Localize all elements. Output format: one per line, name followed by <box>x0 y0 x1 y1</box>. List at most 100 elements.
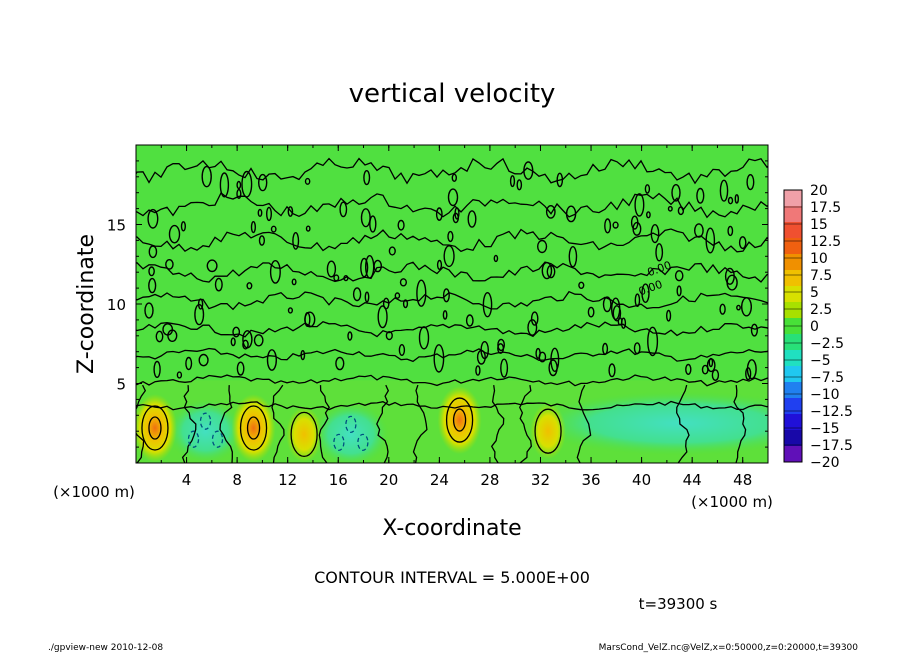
contour-cell <box>397 219 405 231</box>
contour-cell <box>266 206 273 222</box>
contour-cell <box>630 215 639 230</box>
x-tick-label: 24 <box>430 471 449 489</box>
colorbar-tick-label: −12.5 <box>810 404 853 420</box>
contour-cell <box>655 243 664 262</box>
colorbar-tick-label: 20 <box>810 183 828 199</box>
contour-cell <box>475 365 481 376</box>
contour-cell <box>364 291 370 303</box>
contour-cell <box>750 323 759 337</box>
contour-cell <box>201 165 212 188</box>
footer-right: MarsCond_VelZ.nc@VelZ,x=0:50000,z=0:2000… <box>599 643 859 653</box>
contour-cell <box>230 337 236 347</box>
contour-cell <box>442 288 450 303</box>
colorbar-tick-label: −7.5 <box>810 370 844 386</box>
contour-cell <box>343 275 349 282</box>
negative-contour <box>357 433 369 452</box>
contour-line <box>733 385 747 463</box>
contour-cell <box>509 175 516 188</box>
contour-cell <box>433 344 445 373</box>
contour-line <box>136 290 768 311</box>
contour-cell <box>352 287 362 302</box>
contour-cell <box>232 326 241 338</box>
contour-cell <box>674 270 684 282</box>
contour-cell <box>385 331 393 341</box>
x-tick-label: 36 <box>581 471 600 489</box>
contour-cell <box>394 292 401 299</box>
contour-cell <box>335 356 345 371</box>
negative-contour <box>187 430 200 448</box>
contour-cell <box>467 210 477 228</box>
colorbar-swatch <box>784 302 802 319</box>
core-contour <box>290 411 318 458</box>
contour-cell <box>148 266 155 277</box>
contour-cell <box>266 349 278 371</box>
updraft-core <box>231 394 276 463</box>
contour-cell <box>493 254 499 263</box>
x-tick-label: 8 <box>232 471 242 489</box>
contour-cell <box>587 306 595 318</box>
contour-cell <box>719 303 726 315</box>
negative-contour <box>345 415 357 434</box>
contour-cell <box>194 303 205 326</box>
updraft-core <box>437 386 482 455</box>
contour-cell <box>734 194 739 204</box>
colorbar-tick-label: 7.5 <box>810 268 832 284</box>
contour-cell <box>738 236 747 250</box>
contour-line <box>676 384 690 463</box>
negative-contour <box>333 433 345 452</box>
contour-cell <box>634 293 641 308</box>
colorbar-tick-label: −20 <box>810 455 840 471</box>
contour-cell <box>604 218 612 234</box>
y-tick-label: 15 <box>107 217 126 235</box>
colorbar: 2017.51512.5107.552.50−2.5−5−7.5−10−12.5… <box>783 183 853 471</box>
contour-cell <box>165 258 174 270</box>
contour-cell <box>250 221 256 234</box>
updraft-core <box>286 406 323 463</box>
contour-cell <box>550 347 560 372</box>
x-tick-label: 28 <box>480 471 499 489</box>
contour-cell <box>147 208 159 229</box>
colorbar-swatch <box>784 254 802 271</box>
contour-cell <box>287 206 294 217</box>
contour-line <box>136 157 768 185</box>
contour-cell <box>291 278 297 286</box>
time-label: t=39300 s <box>639 595 718 613</box>
contour-cell <box>292 231 300 250</box>
contour-cell <box>546 264 556 279</box>
contour-line <box>376 384 390 463</box>
contour-cell <box>608 363 616 378</box>
x-axis-unit: (×1000 m) <box>691 493 773 511</box>
contour-cell <box>369 215 377 233</box>
contour-cell <box>719 179 729 202</box>
contour-cell <box>736 304 741 311</box>
colorbar-tick-label: 2.5 <box>810 302 832 318</box>
contour-cell <box>711 369 720 381</box>
contour-cell <box>705 227 716 254</box>
contour-cell <box>167 329 178 343</box>
contour-cell <box>365 254 375 279</box>
colorbar-swatch <box>784 446 802 463</box>
contour-line <box>518 384 532 463</box>
contour-cell <box>612 221 619 229</box>
contour-line <box>490 385 505 463</box>
contour-cell <box>442 310 448 320</box>
contour-line <box>136 261 768 283</box>
x-axis-label: X-coordinate <box>382 516 521 541</box>
contour-cell <box>436 259 443 271</box>
colorbar-swatch <box>784 430 802 447</box>
contour-cell <box>168 224 181 244</box>
contour-cell <box>545 204 556 219</box>
contour-cell <box>617 317 623 326</box>
contour-line <box>271 384 285 463</box>
colorbar-swatch <box>784 382 802 399</box>
footer-left: ./gpview-new 2010-12-08 <box>48 643 163 653</box>
contour-cell <box>416 279 427 307</box>
contour-cell <box>326 260 337 278</box>
contour-cell <box>746 359 757 380</box>
contour-cell <box>300 350 306 361</box>
core-contour <box>239 405 268 451</box>
colorbar-tick-label: 5 <box>810 285 819 301</box>
y-tick-label: 10 <box>107 296 126 314</box>
colorbar-swatch <box>784 350 802 367</box>
contour-cell <box>242 339 249 350</box>
